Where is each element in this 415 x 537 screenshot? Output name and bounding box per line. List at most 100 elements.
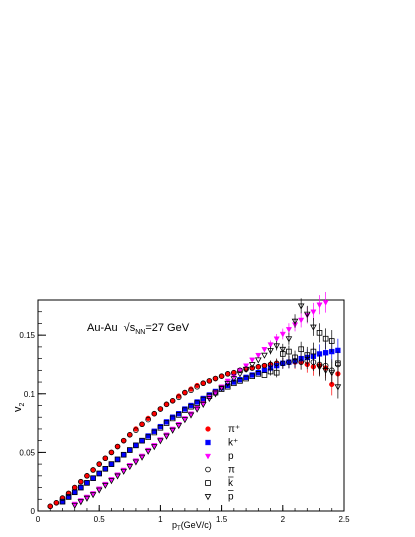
data-point	[90, 467, 96, 473]
data-point	[151, 429, 158, 436]
data-point	[163, 419, 170, 425]
x-tick-label: 2.5	[338, 515, 350, 524]
data-point	[279, 346, 287, 353]
data-point	[175, 412, 182, 418]
series-6	[71, 298, 342, 509]
x-axis-label-main: p	[172, 520, 177, 530]
data-point	[71, 489, 78, 496]
data-point	[328, 370, 336, 377]
data-point	[261, 352, 268, 359]
data-point	[273, 360, 280, 367]
data-point	[193, 406, 201, 413]
data-point	[206, 378, 213, 384]
data-point	[206, 393, 213, 399]
data-point	[114, 456, 121, 463]
data-point	[188, 387, 194, 394]
data-point	[145, 434, 151, 440]
data-point	[188, 403, 194, 410]
data-point	[126, 464, 134, 471]
data-point	[255, 352, 262, 359]
data-point	[310, 348, 317, 355]
data-point	[261, 347, 268, 353]
data-point	[286, 359, 292, 365]
data-point	[200, 395, 206, 402]
data-point	[304, 352, 311, 358]
data-point	[285, 336, 293, 343]
data-point	[65, 490, 72, 497]
data-point	[267, 342, 274, 348]
y-axis-label-sub: 2	[19, 403, 26, 407]
data-point	[132, 459, 140, 466]
data-point	[255, 364, 262, 370]
data-point	[133, 427, 139, 433]
data-point	[224, 383, 231, 390]
data-point	[78, 484, 84, 491]
data-point	[133, 442, 139, 449]
data-point	[236, 368, 244, 374]
data-point	[298, 317, 305, 324]
data-point	[89, 492, 97, 499]
legend-marker	[205, 466, 211, 473]
data-point	[65, 494, 72, 500]
data-point	[273, 343, 280, 350]
data-point	[218, 385, 225, 392]
data-point	[102, 455, 109, 462]
data-point	[169, 415, 176, 422]
data-point	[120, 437, 127, 444]
data-point	[150, 444, 158, 451]
legend-label: k	[228, 478, 234, 489]
annotation-sub: NN	[135, 329, 145, 336]
data-point	[194, 400, 200, 406]
data-point	[267, 368, 274, 375]
data-point	[298, 359, 304, 365]
data-point	[102, 482, 109, 489]
data-point	[328, 338, 335, 344]
data-point	[231, 369, 237, 376]
data-point	[316, 302, 323, 309]
axis-ticks: 0 0.5 1 1.5 2 2.5 0 0.05 0.1 0.15	[19, 299, 350, 524]
data-point	[199, 402, 207, 409]
x-tick-label: 0	[36, 515, 41, 524]
data-point	[84, 473, 90, 479]
data-point	[292, 354, 298, 361]
data-point	[212, 391, 219, 398]
data-point	[151, 410, 158, 417]
y-tick-label: 0	[31, 507, 36, 516]
data-point	[151, 428, 157, 434]
data-point	[242, 366, 250, 373]
data-point	[90, 475, 96, 481]
x-axis-label-unit: (GeV/c)	[181, 520, 212, 530]
legend-label: k⁺	[228, 438, 238, 449]
data-point	[261, 362, 268, 369]
data-point	[157, 424, 164, 431]
data-point	[230, 376, 238, 383]
data-point	[237, 378, 243, 384]
data-point	[84, 480, 90, 486]
data-point	[83, 495, 91, 502]
data-point	[261, 367, 268, 373]
series-5	[59, 323, 341, 505]
data-point	[96, 461, 102, 467]
data-point	[114, 473, 121, 480]
data-point	[187, 412, 195, 419]
data-point	[291, 318, 299, 325]
legend-marker	[204, 453, 212, 460]
data-point	[255, 370, 261, 376]
data-point	[71, 502, 79, 509]
data-point	[310, 309, 317, 316]
data-point	[316, 364, 323, 371]
y-tick-label: 0.15	[19, 331, 35, 340]
data-point	[121, 452, 127, 458]
data-point	[194, 399, 200, 405]
data-point	[157, 438, 164, 445]
y-tick-label: 0.1	[24, 390, 36, 399]
x-axis-label-sub: T	[177, 526, 181, 532]
data-point	[157, 406, 164, 412]
data-point	[59, 498, 66, 505]
data-point	[279, 331, 286, 338]
data-point	[120, 451, 127, 458]
y-tick-label: 0.05	[19, 448, 35, 457]
legend-marker	[205, 480, 211, 486]
x-tick-label: 0.5	[94, 515, 106, 524]
legend-label: p	[228, 451, 234, 462]
